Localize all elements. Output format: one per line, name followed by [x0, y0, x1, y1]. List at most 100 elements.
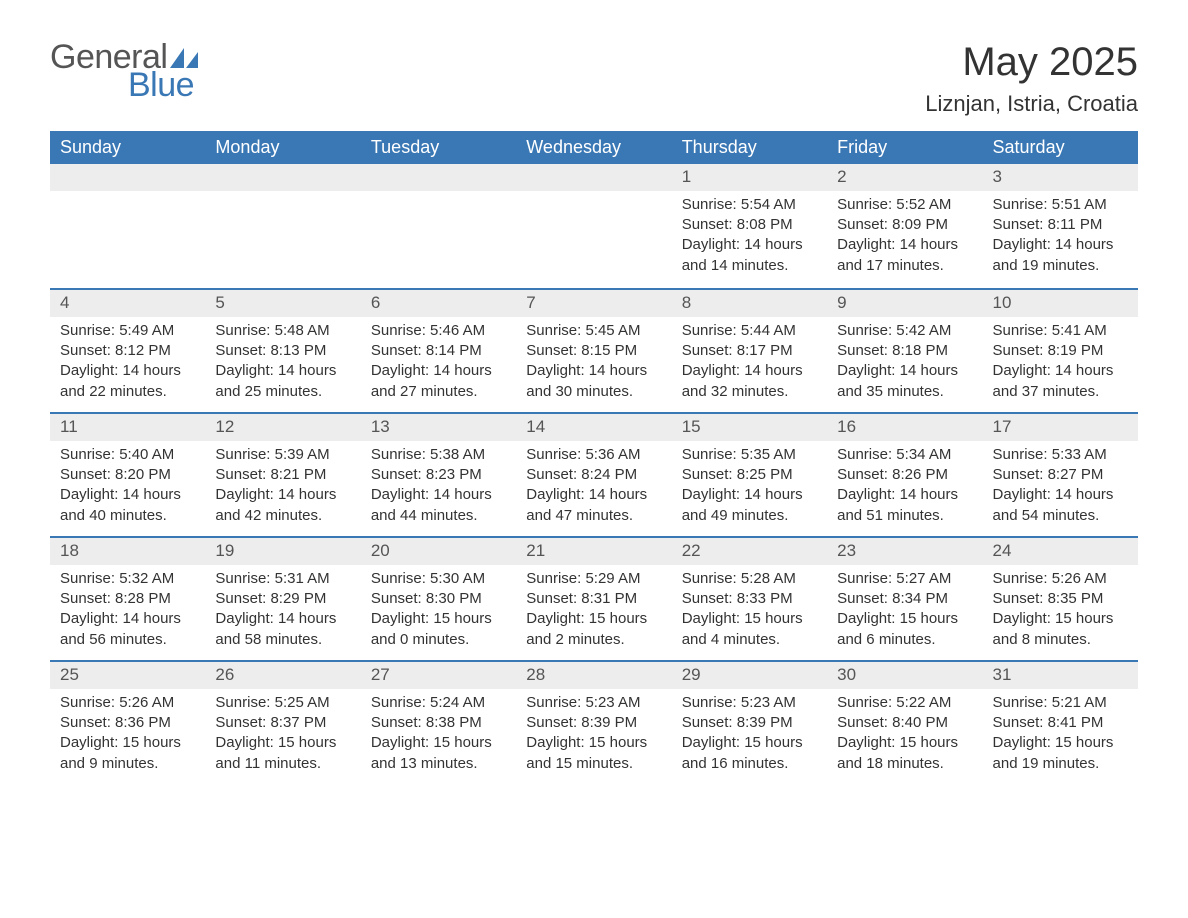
day-day1: Daylight: 14 hours [837, 235, 972, 255]
day-number [205, 164, 360, 191]
calendar-day-cell: 9Sunrise: 5:42 AMSunset: 8:18 PMDaylight… [827, 290, 982, 412]
calendar-week: 18Sunrise: 5:32 AMSunset: 8:28 PMDayligh… [50, 536, 1138, 660]
calendar-day-cell: 21Sunrise: 5:29 AMSunset: 8:31 PMDayligh… [516, 538, 671, 660]
day-day2: and 27 minutes. [371, 382, 506, 402]
calendar-day-cell [361, 164, 516, 288]
calendar-day-cell: 5Sunrise: 5:48 AMSunset: 8:13 PMDaylight… [205, 290, 360, 412]
day-sunrise: Sunrise: 5:27 AM [837, 569, 972, 589]
day-sunset: Sunset: 8:11 PM [993, 215, 1128, 235]
day-details: Sunrise: 5:44 AMSunset: 8:17 PMDaylight:… [672, 317, 827, 410]
day-details: Sunrise: 5:21 AMSunset: 8:41 PMDaylight:… [983, 689, 1138, 782]
day-number: 24 [983, 538, 1138, 565]
day-day2: and 58 minutes. [215, 630, 350, 650]
calendar-header-cell: Thursday [672, 131, 827, 164]
day-day1: Daylight: 14 hours [371, 361, 506, 381]
calendar-day-cell: 31Sunrise: 5:21 AMSunset: 8:41 PMDayligh… [983, 662, 1138, 784]
calendar-day-cell: 1Sunrise: 5:54 AMSunset: 8:08 PMDaylight… [672, 164, 827, 288]
day-sunset: Sunset: 8:08 PM [682, 215, 817, 235]
day-sunrise: Sunrise: 5:39 AM [215, 445, 350, 465]
day-sunset: Sunset: 8:18 PM [837, 341, 972, 361]
day-day2: and 54 minutes. [993, 506, 1128, 526]
day-number: 11 [50, 414, 205, 441]
calendar-day-cell: 30Sunrise: 5:22 AMSunset: 8:40 PMDayligh… [827, 662, 982, 784]
day-day1: Daylight: 15 hours [837, 609, 972, 629]
day-sunrise: Sunrise: 5:23 AM [526, 693, 661, 713]
title-block: May 2025 Liznjan, Istria, Croatia [925, 40, 1138, 117]
day-number: 1 [672, 164, 827, 191]
day-day1: Daylight: 15 hours [682, 733, 817, 753]
day-day2: and 14 minutes. [682, 256, 817, 276]
calendar-day-cell: 4Sunrise: 5:49 AMSunset: 8:12 PMDaylight… [50, 290, 205, 412]
calendar-day-cell [50, 164, 205, 288]
day-number: 13 [361, 414, 516, 441]
day-number: 10 [983, 290, 1138, 317]
day-number: 14 [516, 414, 671, 441]
day-sunrise: Sunrise: 5:41 AM [993, 321, 1128, 341]
day-number: 9 [827, 290, 982, 317]
day-number: 8 [672, 290, 827, 317]
day-day1: Daylight: 15 hours [837, 733, 972, 753]
day-day2: and 40 minutes. [60, 506, 195, 526]
day-number: 20 [361, 538, 516, 565]
day-sunrise: Sunrise: 5:28 AM [682, 569, 817, 589]
day-day1: Daylight: 14 hours [682, 485, 817, 505]
day-details: Sunrise: 5:23 AMSunset: 8:39 PMDaylight:… [516, 689, 671, 782]
day-number: 27 [361, 662, 516, 689]
day-day1: Daylight: 15 hours [371, 733, 506, 753]
day-details: Sunrise: 5:31 AMSunset: 8:29 PMDaylight:… [205, 565, 360, 658]
day-day1: Daylight: 14 hours [526, 485, 661, 505]
day-number: 5 [205, 290, 360, 317]
day-sunset: Sunset: 8:27 PM [993, 465, 1128, 485]
day-number: 16 [827, 414, 982, 441]
day-day1: Daylight: 14 hours [215, 609, 350, 629]
day-sunrise: Sunrise: 5:36 AM [526, 445, 661, 465]
day-day1: Daylight: 15 hours [526, 609, 661, 629]
day-day1: Daylight: 14 hours [60, 485, 195, 505]
day-details: Sunrise: 5:45 AMSunset: 8:15 PMDaylight:… [516, 317, 671, 410]
calendar-day-cell: 23Sunrise: 5:27 AMSunset: 8:34 PMDayligh… [827, 538, 982, 660]
calendar-day-cell: 18Sunrise: 5:32 AMSunset: 8:28 PMDayligh… [50, 538, 205, 660]
day-sunset: Sunset: 8:34 PM [837, 589, 972, 609]
calendar-week: 25Sunrise: 5:26 AMSunset: 8:36 PMDayligh… [50, 660, 1138, 784]
day-day1: Daylight: 14 hours [215, 361, 350, 381]
day-number: 31 [983, 662, 1138, 689]
day-details: Sunrise: 5:48 AMSunset: 8:13 PMDaylight:… [205, 317, 360, 410]
day-sunrise: Sunrise: 5:52 AM [837, 195, 972, 215]
brand-blue: Blue [128, 68, 198, 102]
day-sunset: Sunset: 8:13 PM [215, 341, 350, 361]
day-details: Sunrise: 5:39 AMSunset: 8:21 PMDaylight:… [205, 441, 360, 534]
day-sunrise: Sunrise: 5:26 AM [993, 569, 1128, 589]
calendar-header-cell: Saturday [983, 131, 1138, 164]
calendar: SundayMondayTuesdayWednesdayThursdayFrid… [50, 131, 1138, 784]
day-sunrise: Sunrise: 5:33 AM [993, 445, 1128, 465]
day-number [361, 164, 516, 191]
day-details: Sunrise: 5:46 AMSunset: 8:14 PMDaylight:… [361, 317, 516, 410]
day-details: Sunrise: 5:52 AMSunset: 8:09 PMDaylight:… [827, 191, 982, 284]
day-number: 21 [516, 538, 671, 565]
day-details: Sunrise: 5:28 AMSunset: 8:33 PMDaylight:… [672, 565, 827, 658]
day-day2: and 15 minutes. [526, 754, 661, 774]
day-number: 22 [672, 538, 827, 565]
day-number: 3 [983, 164, 1138, 191]
day-sunset: Sunset: 8:14 PM [371, 341, 506, 361]
day-day2: and 44 minutes. [371, 506, 506, 526]
day-sunrise: Sunrise: 5:35 AM [682, 445, 817, 465]
day-day2: and 4 minutes. [682, 630, 817, 650]
calendar-header-cell: Sunday [50, 131, 205, 164]
day-sunrise: Sunrise: 5:42 AM [837, 321, 972, 341]
day-sunrise: Sunrise: 5:23 AM [682, 693, 817, 713]
day-details: Sunrise: 5:49 AMSunset: 8:12 PMDaylight:… [50, 317, 205, 410]
day-sunrise: Sunrise: 5:32 AM [60, 569, 195, 589]
day-sunset: Sunset: 8:41 PM [993, 713, 1128, 733]
calendar-body: 1Sunrise: 5:54 AMSunset: 8:08 PMDaylight… [50, 164, 1138, 784]
day-day1: Daylight: 15 hours [993, 609, 1128, 629]
day-day2: and 8 minutes. [993, 630, 1128, 650]
day-day2: and 25 minutes. [215, 382, 350, 402]
day-sunset: Sunset: 8:30 PM [371, 589, 506, 609]
day-sunrise: Sunrise: 5:49 AM [60, 321, 195, 341]
sail-icon [170, 48, 198, 68]
day-details: Sunrise: 5:22 AMSunset: 8:40 PMDaylight:… [827, 689, 982, 782]
day-day2: and 19 minutes. [993, 256, 1128, 276]
calendar-header-cell: Wednesday [516, 131, 671, 164]
calendar-week: 11Sunrise: 5:40 AMSunset: 8:20 PMDayligh… [50, 412, 1138, 536]
